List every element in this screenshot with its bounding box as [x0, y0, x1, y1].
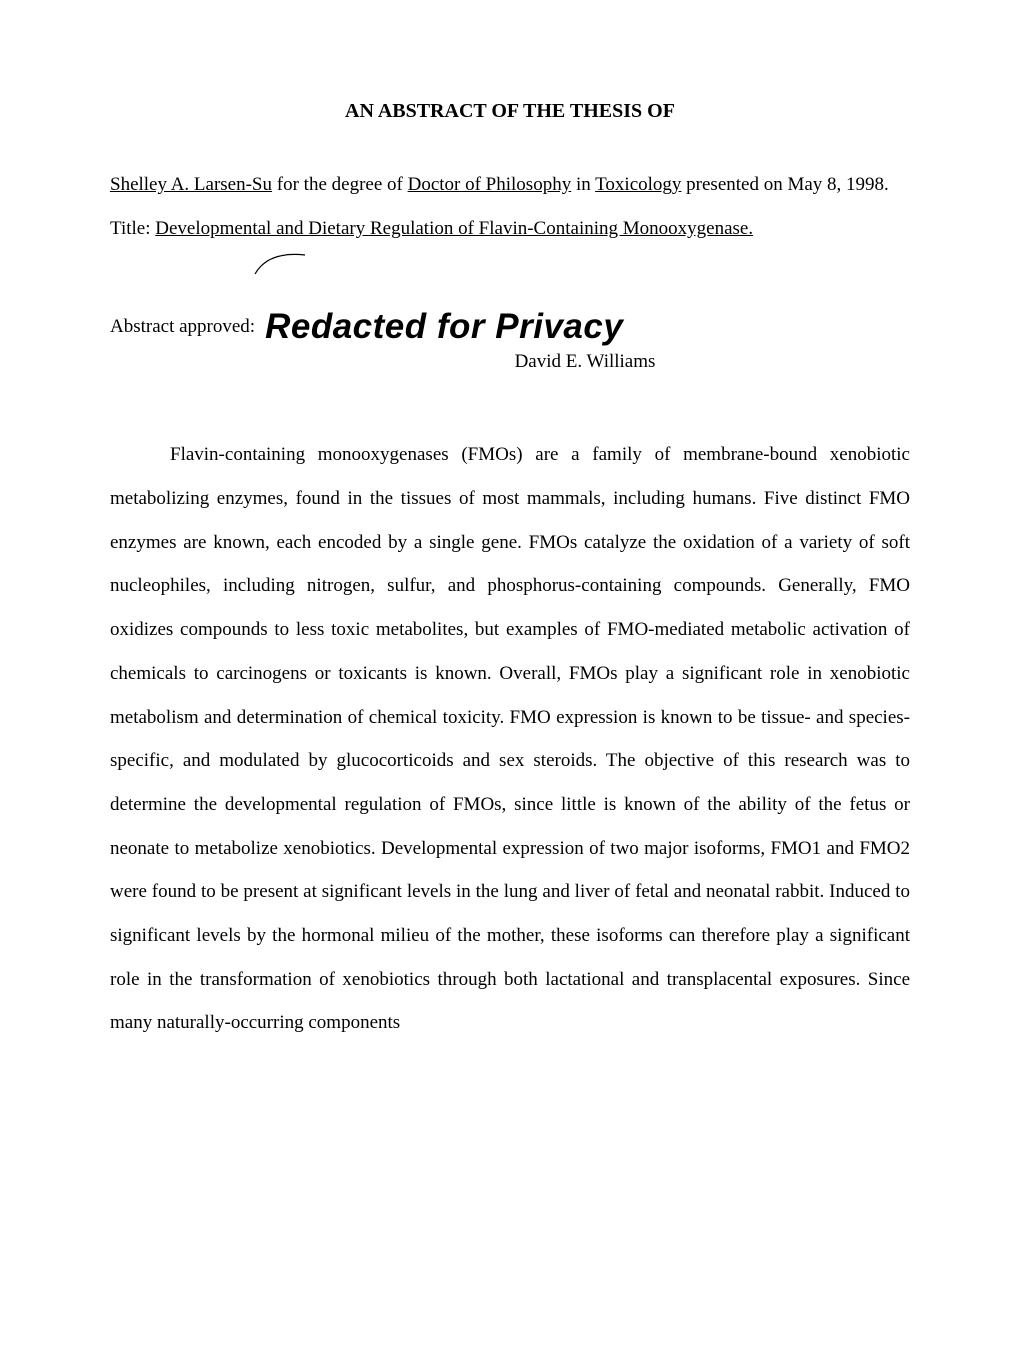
abstract-approved-line: Abstract approved: Redacted for Privacy	[110, 307, 910, 347]
thesis-title: Developmental and Dietary Regulation of …	[155, 218, 753, 239]
abstract-approved-label: Abstract approved:	[110, 316, 255, 338]
advisor-name: David E. Williams	[110, 351, 910, 373]
in-phrase: in	[571, 174, 595, 195]
thesis-metadata: Shelley A. Larsen-Su for the degree of D…	[110, 163, 910, 250]
redacted-signature: Redacted for Privacy	[265, 307, 623, 347]
degree-name: Doctor of Philosophy	[408, 174, 572, 195]
field-name: Toxicology	[595, 174, 681, 195]
abstract-body-paragraph: Flavin-containing monooxygenases (FMOs) …	[110, 433, 910, 1045]
abstract-heading: AN ABSTRACT OF THE THESIS OF	[110, 100, 910, 123]
author-name: Shelley A. Larsen-Su	[110, 174, 272, 195]
degree-phrase: for the degree of	[272, 174, 408, 195]
signature-curve	[250, 248, 310, 281]
